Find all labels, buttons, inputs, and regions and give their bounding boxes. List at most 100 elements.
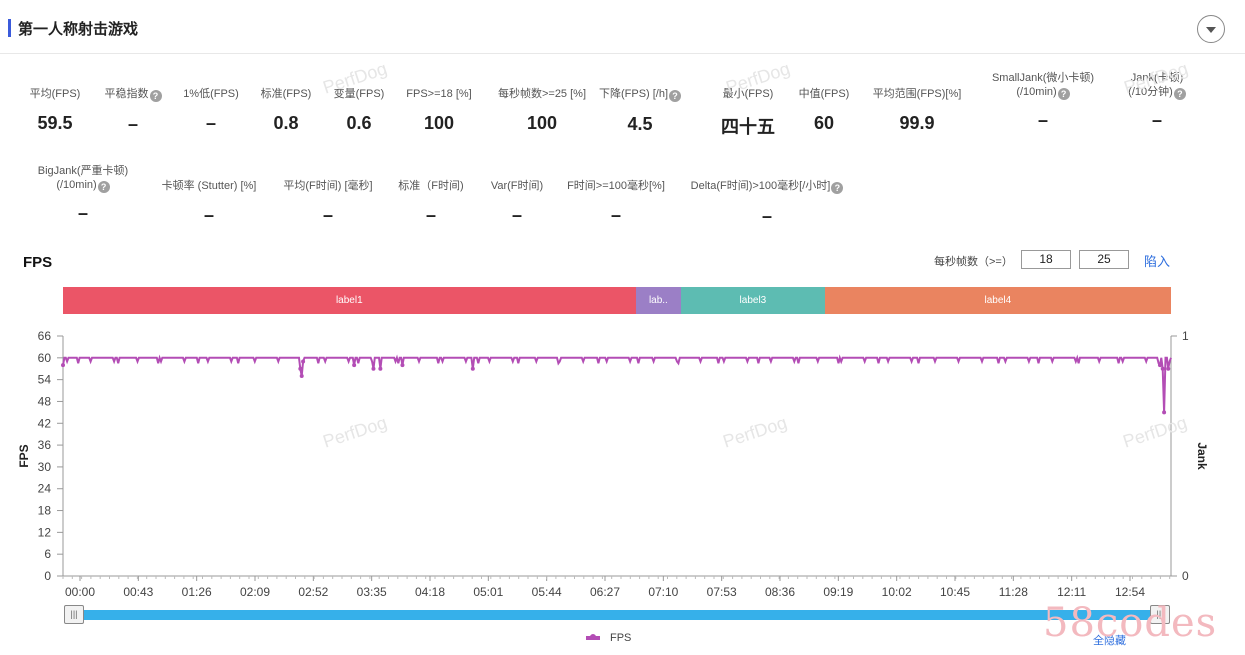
metric-card: SmallJank(微小卡顿) (/10min)? – [953, 71, 1133, 131]
metric-value: 99.9 [899, 113, 935, 133]
metric-label: 下降(FPS) [/h]? [550, 87, 730, 102]
x-tick-label: 00:00 [65, 585, 95, 599]
fps-series-line [62, 354, 1172, 413]
metric-card: BigJank(严重卡顿) (/10min)? – [0, 164, 173, 224]
threshold-low-input[interactable]: 18 [1021, 250, 1071, 269]
metric-card: F时间>=100毫秒[%] – [526, 179, 706, 226]
slider-left-handle[interactable]: ||| [64, 605, 84, 624]
metric-unit-text: (/10min) [1016, 86, 1057, 98]
metric-card: 平均范围(FPS)[%] 99.9 [827, 87, 1007, 134]
slider-right-handle[interactable]: ||| [1150, 605, 1170, 624]
y2-axis-label: Jank [1195, 442, 1209, 470]
legend-fps-label: FPS [610, 632, 632, 644]
metric-label-text: SmallJank(微小卡顿) [991, 72, 1095, 84]
metric-value: 0.8 [273, 113, 299, 133]
label-segment[interactable]: label4 [824, 287, 1171, 314]
metric-label: 每秒帧数>=25 [%] [452, 87, 632, 101]
x-tick-label: 04:18 [415, 585, 445, 599]
x-tick-label: 00:43 [123, 585, 153, 599]
metric-label-text: 标准（F时间) [398, 180, 464, 192]
y-tick-label: 54 [38, 373, 52, 387]
x-tick-label: 06:27 [590, 585, 620, 599]
y-tick-label: 12 [38, 525, 52, 539]
label-segment[interactable]: label3 [681, 287, 825, 314]
metric-unit-text: (/10min) [56, 179, 97, 191]
hide-all-link[interactable]: 全隐藏 [1093, 635, 1126, 647]
metric-value: – [610, 205, 621, 225]
x-tick-label: 03:35 [357, 585, 387, 599]
metric-label-text: 中值(FPS) [798, 88, 850, 100]
fps-data-point [371, 366, 376, 371]
x-tick-label: 05:01 [473, 585, 503, 599]
help-icon[interactable]: ? [1057, 88, 1070, 100]
metric-card: Jank(卡顿) (/10分钟)? – [1067, 71, 1245, 131]
metric-value: – [425, 205, 436, 225]
apply-threshold-link[interactable]: 陷入 [1144, 254, 1171, 269]
chart-legend[interactable]: FPS [586, 632, 631, 644]
metric-label-text: 每秒帧数>=25 [%] [497, 88, 587, 100]
page-title: 第一人称射击游戏 [18, 21, 139, 38]
metric-card: 平均(F时间) [毫秒] – [238, 179, 418, 226]
metric-label: 最小(FPS) [658, 87, 838, 101]
y-tick-label: 0 [44, 569, 51, 583]
metric-value: – [1037, 110, 1048, 130]
fps-data-point [400, 363, 405, 368]
label-segment[interactable]: lab.. [635, 287, 682, 314]
x-tick-label: 09:19 [823, 585, 853, 599]
y-tick-label: 18 [38, 504, 52, 518]
x-tick-label: 10:02 [882, 585, 912, 599]
fps-legend-swatch [586, 634, 600, 641]
metric-card: 平均(FPS) 59.5 [0, 87, 145, 134]
metric-label-text: 平均范围(FPS)[%] [872, 88, 962, 100]
x-tick-label: 10:45 [940, 585, 970, 599]
metric-value: 100 [526, 113, 558, 133]
x-tick-label: 11:28 [999, 585, 1028, 599]
label-segments-bar: label1 lab.. label3 label4 [63, 287, 1171, 314]
fps-data-point [61, 363, 65, 368]
help-icon[interactable]: ? [669, 90, 682, 102]
metric-value: – [205, 113, 216, 133]
metric-value: – [1151, 110, 1162, 130]
metric-label: BigJank(严重卡顿) [0, 164, 173, 178]
label-segment[interactable]: label1 [63, 287, 636, 314]
metric-value: 四十五 [721, 117, 775, 137]
help-icon[interactable]: ? [1173, 88, 1186, 100]
metric-label-text: F时间>=100毫秒[%] [567, 180, 665, 192]
help-icon[interactable]: ? [97, 181, 110, 193]
metric-label-text: 变量(FPS) [333, 88, 385, 100]
metric-label-text: 卡顿率 (Stutter) [%] [161, 180, 257, 192]
metric-value: – [322, 205, 333, 225]
x-tick-label: 12:54 [1115, 585, 1145, 599]
metric-label: 1%低(FPS) [121, 87, 301, 101]
metric-label: FPS>=18 [%] [349, 87, 529, 101]
metric-label: F时间>=100毫秒[%] [526, 179, 706, 193]
metric-label: 中值(FPS) [734, 87, 914, 101]
metric-label: 卡顿率 (Stutter) [%] [119, 179, 299, 193]
metric-label: 标准（F时间) [341, 179, 521, 193]
metric-label-unit: (/10分钟)? [1067, 85, 1245, 100]
threshold-label: 每秒帧数（>=） [934, 256, 1013, 268]
fps-data-point [1157, 363, 1162, 368]
help-icon[interactable]: ? [149, 90, 162, 102]
y2-tick-label: 0 [1182, 569, 1189, 583]
metric-label-text: 1%低(FPS) [183, 88, 239, 100]
metric-value: – [127, 114, 138, 134]
time-range-slider[interactable]: ||| ||| [64, 605, 1170, 624]
collapse-button[interactable] [1197, 15, 1225, 43]
metric-card: Var(F时间) – [427, 179, 607, 226]
metric-label-unit: (/10min)? [0, 178, 173, 193]
slider-track[interactable] [64, 610, 1170, 620]
x-tick-label: 07:53 [707, 585, 737, 599]
metric-unit-text: (/10分钟) [1128, 86, 1173, 98]
metric-label-unit: (/10min)? [953, 85, 1133, 100]
help-icon[interactable]: ? [831, 182, 844, 194]
y-tick-label: 24 [38, 482, 52, 496]
threshold-high-input[interactable]: 25 [1079, 250, 1129, 269]
metric-card: 标准（F时间) – [341, 179, 521, 226]
metric-value: 0.6 [346, 113, 372, 133]
x-tick-label: 01:26 [182, 585, 212, 599]
fps-data-point [352, 363, 357, 368]
metric-value: – [761, 206, 772, 226]
metric-label-text: 下降(FPS) [/h] [598, 88, 669, 100]
metric-card: 下降(FPS) [/h]? 4.5 [550, 87, 730, 135]
